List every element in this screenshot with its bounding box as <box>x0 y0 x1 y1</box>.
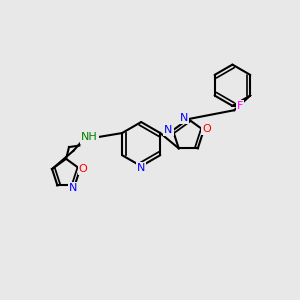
Text: N: N <box>69 183 77 194</box>
Text: N: N <box>164 125 172 135</box>
Text: N: N <box>180 112 188 123</box>
Text: N: N <box>137 163 146 173</box>
Text: NH: NH <box>81 133 98 142</box>
Text: F: F <box>237 101 243 111</box>
Text: O: O <box>79 164 87 174</box>
Text: O: O <box>202 124 211 134</box>
